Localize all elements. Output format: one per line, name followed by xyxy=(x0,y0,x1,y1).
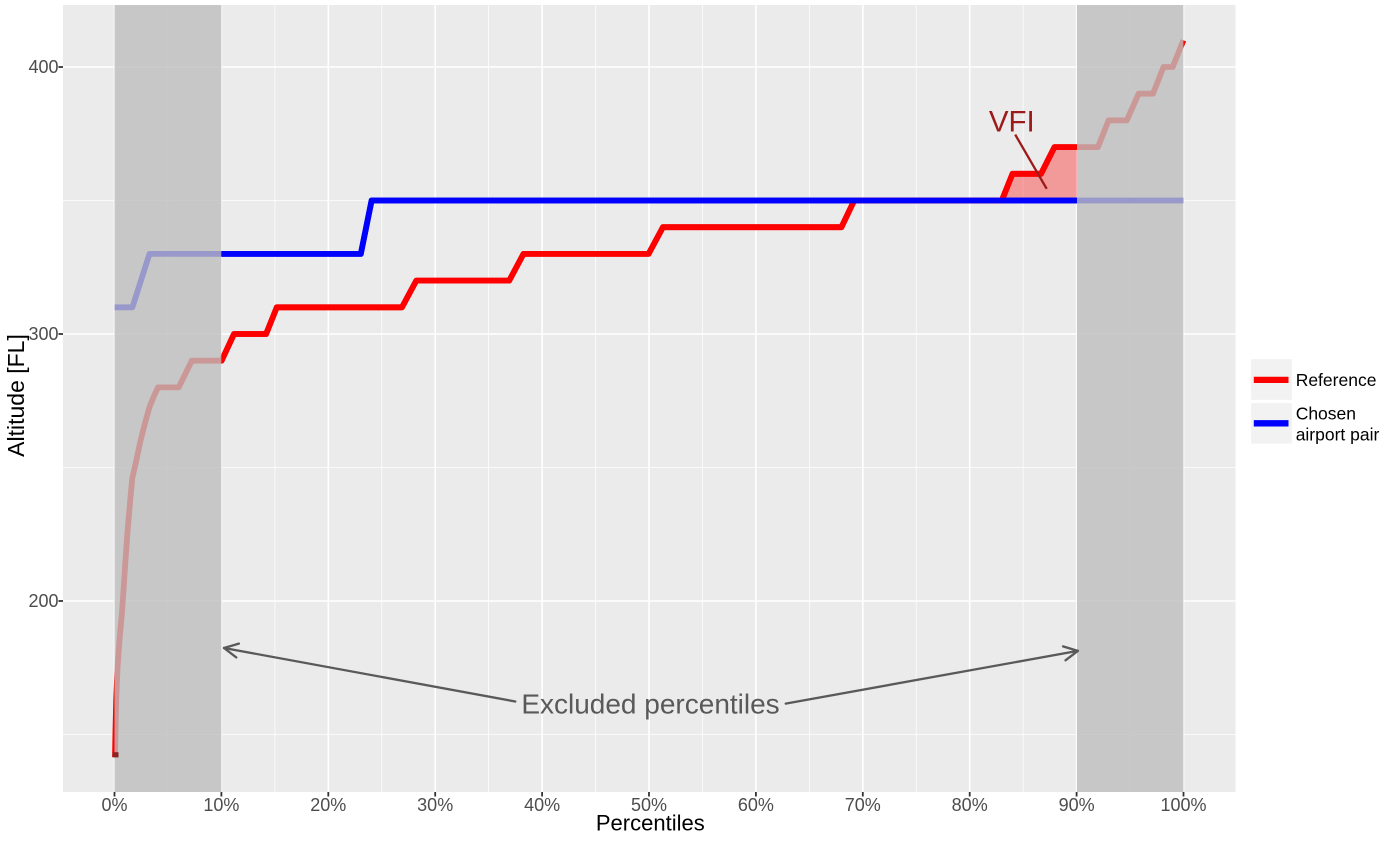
svg-text:Altitude [FL]: Altitude [FL] xyxy=(3,334,29,457)
svg-text:Chosen: Chosen xyxy=(1296,404,1356,424)
svg-text:70%: 70% xyxy=(845,795,881,815)
svg-text:30%: 30% xyxy=(417,795,453,815)
svg-text:20%: 20% xyxy=(310,795,346,815)
svg-text:300: 300 xyxy=(28,324,58,344)
svg-text:airport pair: airport pair xyxy=(1296,424,1380,444)
svg-text:0%: 0% xyxy=(101,795,127,815)
svg-text:Reference: Reference xyxy=(1296,370,1377,390)
svg-text:VFI: VFI xyxy=(989,105,1035,138)
svg-text:400: 400 xyxy=(28,57,58,77)
svg-text:100%: 100% xyxy=(1160,795,1206,815)
svg-text:50%: 50% xyxy=(631,795,667,815)
svg-text:80%: 80% xyxy=(952,795,988,815)
svg-text:200: 200 xyxy=(28,591,58,611)
svg-text:10%: 10% xyxy=(203,795,239,815)
svg-text:Excluded percentiles: Excluded percentiles xyxy=(521,689,779,720)
svg-text:60%: 60% xyxy=(738,795,774,815)
svg-text:Percentiles: Percentiles xyxy=(596,811,705,836)
svg-text:40%: 40% xyxy=(524,795,560,815)
svg-text:90%: 90% xyxy=(1059,795,1095,815)
